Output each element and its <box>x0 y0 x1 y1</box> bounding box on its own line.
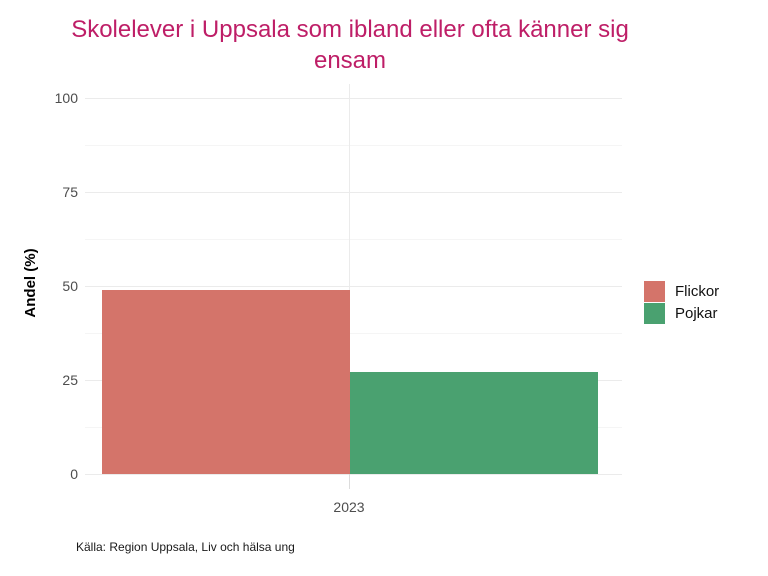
chart-title: Skolelever i Uppsala som ibland eller of… <box>71 16 629 74</box>
gridline-major <box>85 474 622 475</box>
legend-item-pojkar: Pojkar <box>644 302 719 324</box>
plot-panel <box>85 84 622 475</box>
caption: Källa: Region Uppsala, Liv och hälsa ung <box>76 540 295 554</box>
y-tick-label: 25 <box>62 372 78 388</box>
gridline-major <box>85 286 622 287</box>
legend-label: Flickor <box>675 282 720 300</box>
legend: Flickor Pojkar <box>644 280 719 324</box>
bar-flickor <box>102 290 350 474</box>
gridline-minor <box>85 239 622 240</box>
legend-label: Pojkar <box>675 304 718 322</box>
y-tick-label: 0 <box>70 466 78 482</box>
legend-item-flickor: Flickor <box>644 280 719 302</box>
gridline-minor <box>85 145 622 146</box>
legend-swatch <box>644 302 665 324</box>
gridline-major <box>85 98 622 99</box>
x-axis-tick-label: 2023 <box>333 499 365 515</box>
y-tick-label: 75 <box>62 184 78 200</box>
y-tick-label: 50 <box>62 278 78 294</box>
gridline-minor <box>85 333 622 334</box>
y-tick-label: 100 <box>54 90 78 106</box>
gridline-major <box>85 192 622 193</box>
gridline-vertical <box>349 84 350 474</box>
x-axis-tick <box>349 474 350 489</box>
legend-swatch <box>644 280 665 302</box>
bar-pojkar <box>350 372 598 474</box>
